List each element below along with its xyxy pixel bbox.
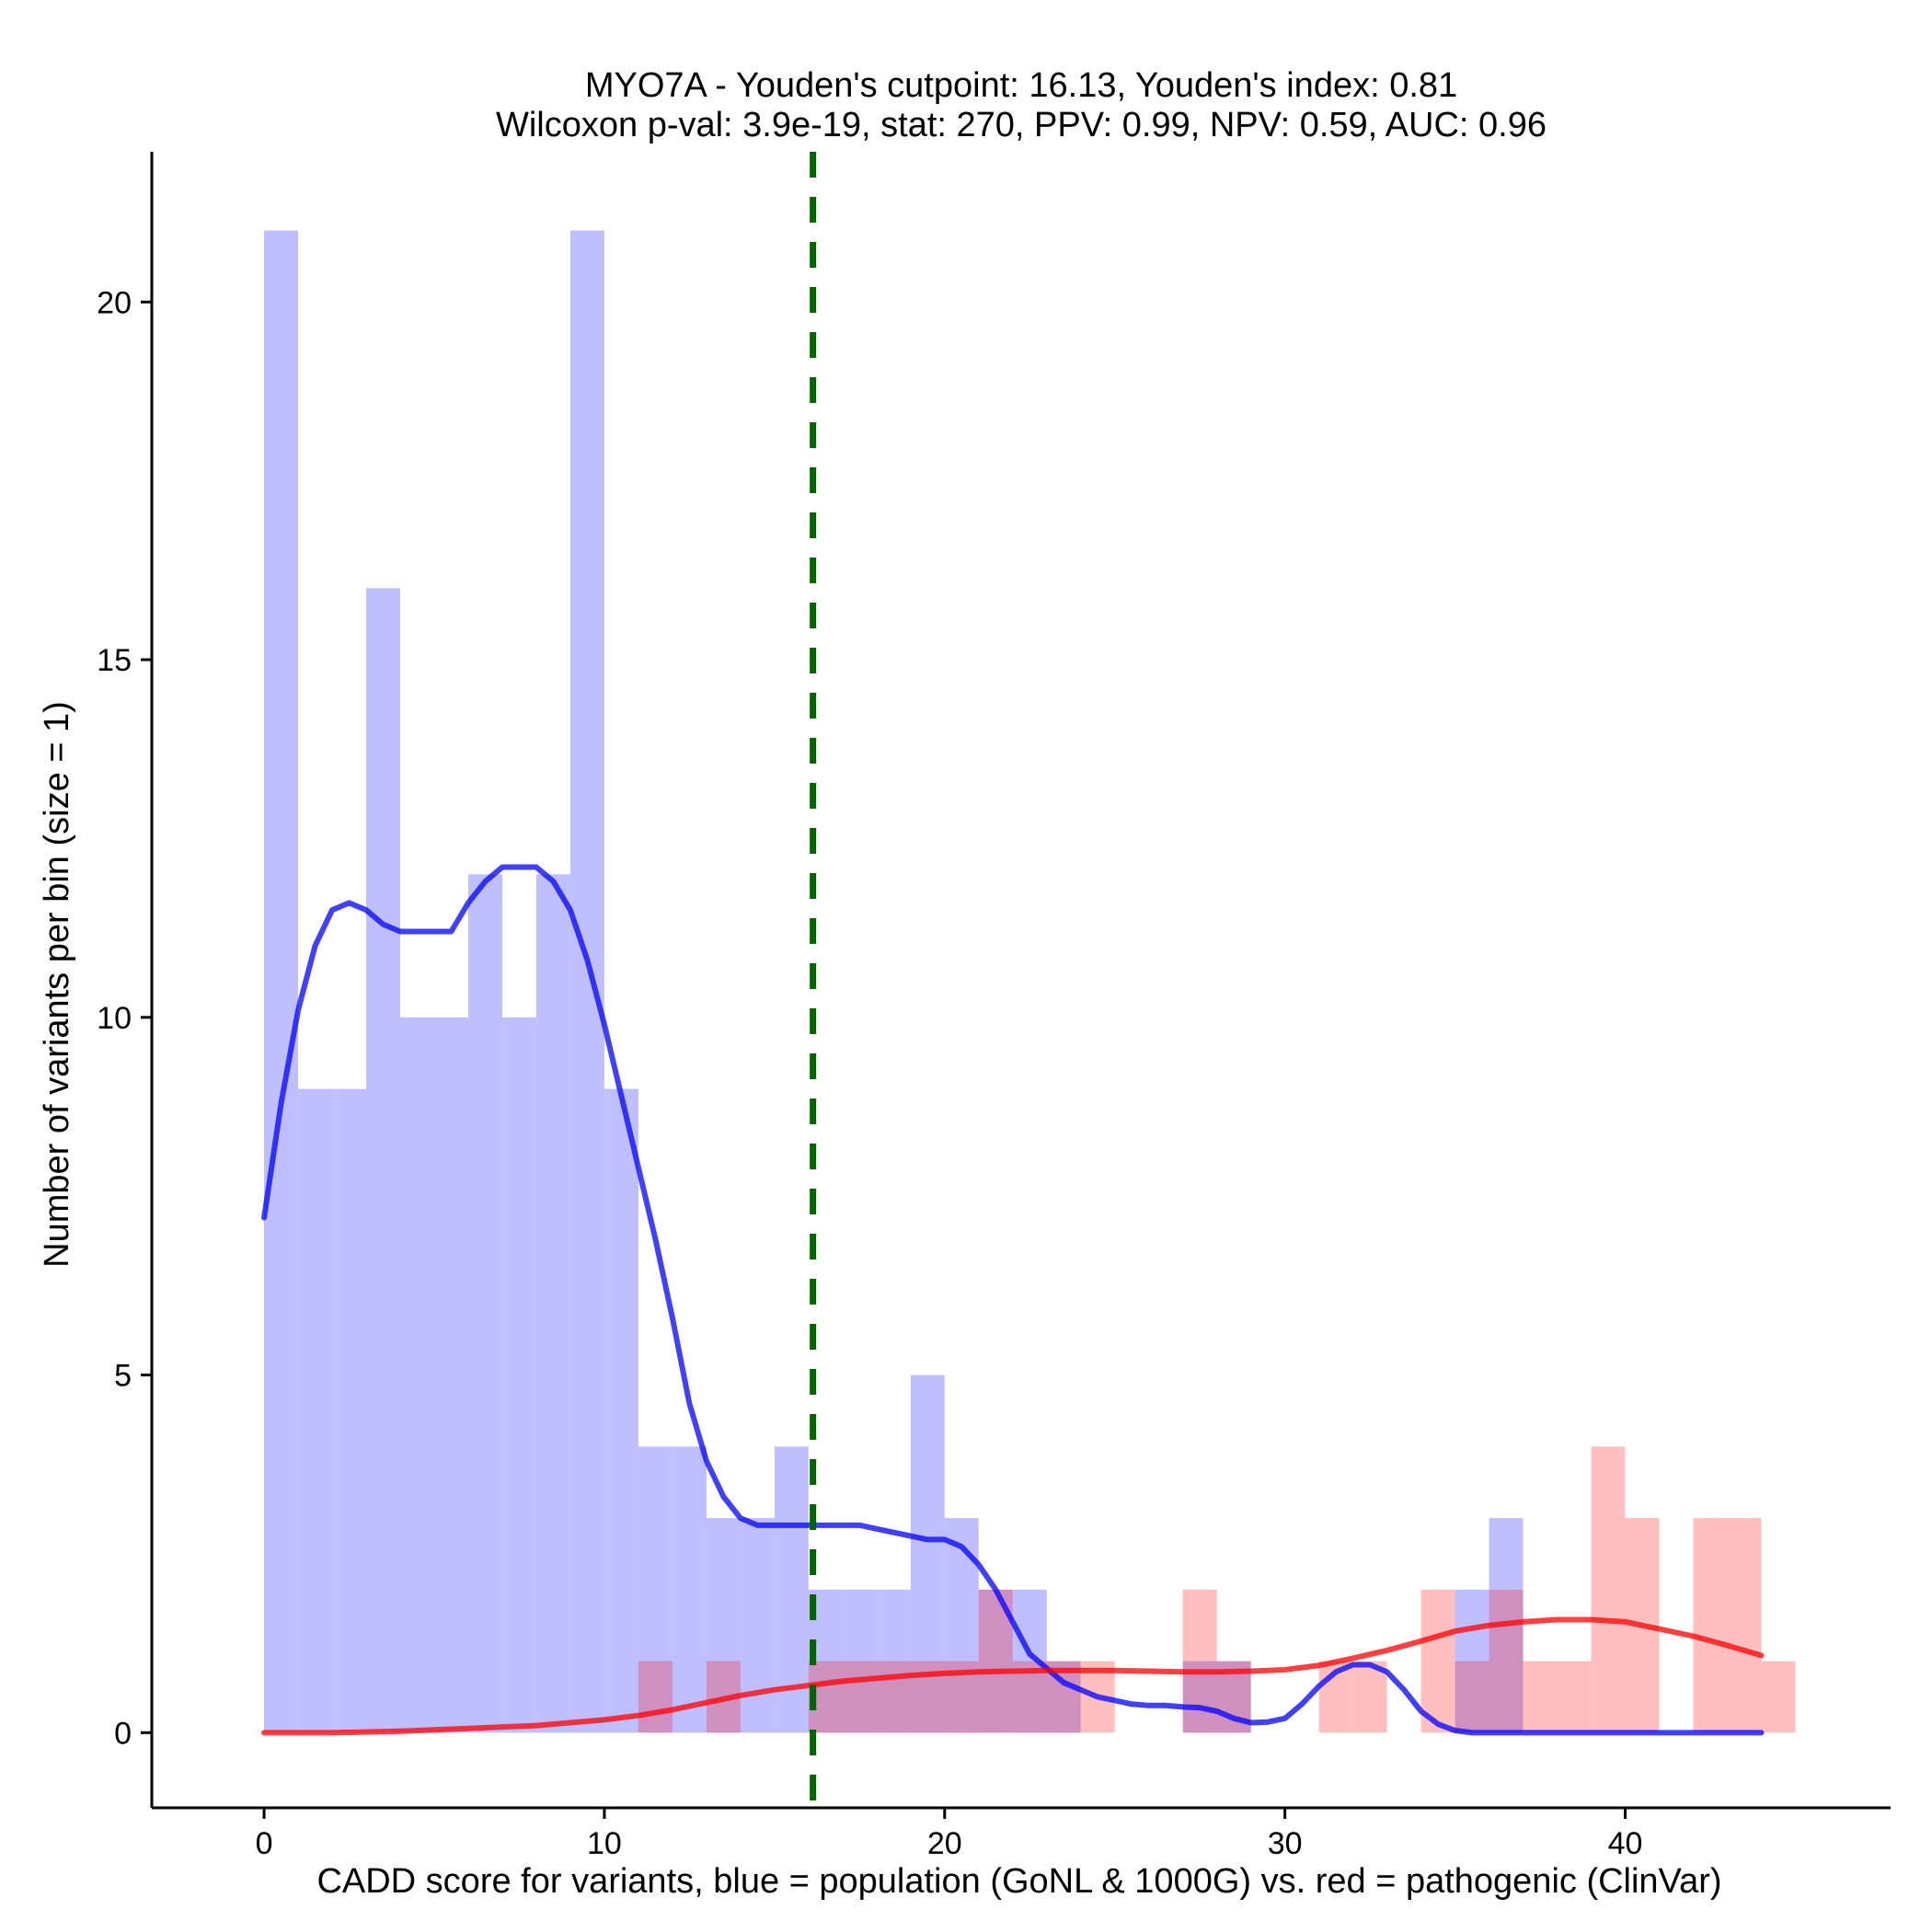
population-bar: [332, 1088, 367, 1733]
pathogenic-bar: [1352, 1661, 1387, 1733]
population-bar: [604, 1088, 638, 1733]
pathogenic-bar: [876, 1661, 911, 1733]
y-tick-label: 10: [97, 1001, 132, 1036]
population-bar: [842, 1589, 877, 1733]
x-tick-label: 0: [256, 1826, 273, 1861]
pathogenic-bar: [1489, 1589, 1524, 1733]
population-density-curve: [261, 864, 1765, 1736]
population-bar: [569, 230, 604, 1733]
pathogenic-bar: [1557, 1661, 1592, 1733]
pathogenic-bar: [842, 1661, 877, 1733]
population-bar: [740, 1518, 775, 1733]
x-tick-label: 40: [1608, 1826, 1643, 1861]
axes-layer: 0 10 20 30 40 0 5 10 15 20: [97, 152, 1891, 1861]
population-bar: [672, 1446, 707, 1733]
x-tick-label: 20: [927, 1826, 962, 1861]
pathogenic-bar: [638, 1661, 673, 1733]
population-bar: [400, 1017, 434, 1733]
population-bar: [501, 1017, 536, 1733]
population-bar: [535, 874, 570, 1733]
pathogenic-bar: [1523, 1661, 1558, 1733]
pathogenic-bar: [1455, 1661, 1489, 1733]
y-tick-label: 0: [114, 1716, 132, 1751]
pathogenic-bar: [1693, 1518, 1728, 1733]
y-axis-label: Number of variants per bin (size = 1): [38, 701, 76, 1268]
pathogenic-bar: [1591, 1446, 1626, 1733]
pathogenic-density-curve: [261, 1616, 1765, 1736]
chart-title-line2: Wilcoxon p-val: 3.9e-19, stat: 270, PPV:…: [496, 106, 1547, 144]
population-bar: [638, 1446, 673, 1733]
population-bar: [433, 1017, 468, 1733]
population-bar: [1455, 1589, 1489, 1733]
pathogenic-bar: [1420, 1589, 1455, 1733]
x-tick-label: 10: [587, 1826, 622, 1861]
y-tick-label: 5: [114, 1359, 132, 1394]
pathogenic-bar: [1727, 1518, 1762, 1733]
population-bar: [944, 1518, 979, 1733]
x-tick-label: 30: [1268, 1826, 1303, 1861]
y-tick-label: 15: [97, 643, 132, 678]
bars-layer: [264, 230, 1796, 1733]
population-bar: [264, 230, 299, 1733]
x-axis-label: CADD score for variants, blue = populati…: [316, 1862, 1721, 1901]
y-tick-label: 20: [97, 285, 132, 320]
curves-layer: [261, 864, 1765, 1736]
population-bar: [298, 1088, 333, 1733]
population-bar: [366, 588, 400, 1733]
pathogenic-bar: [1761, 1661, 1796, 1733]
population-bar: [467, 874, 502, 1733]
chart-title-line1: MYO7A - Youden's cutpoint: 16.13, Youden…: [585, 66, 1457, 105]
population-bar: [876, 1589, 911, 1733]
